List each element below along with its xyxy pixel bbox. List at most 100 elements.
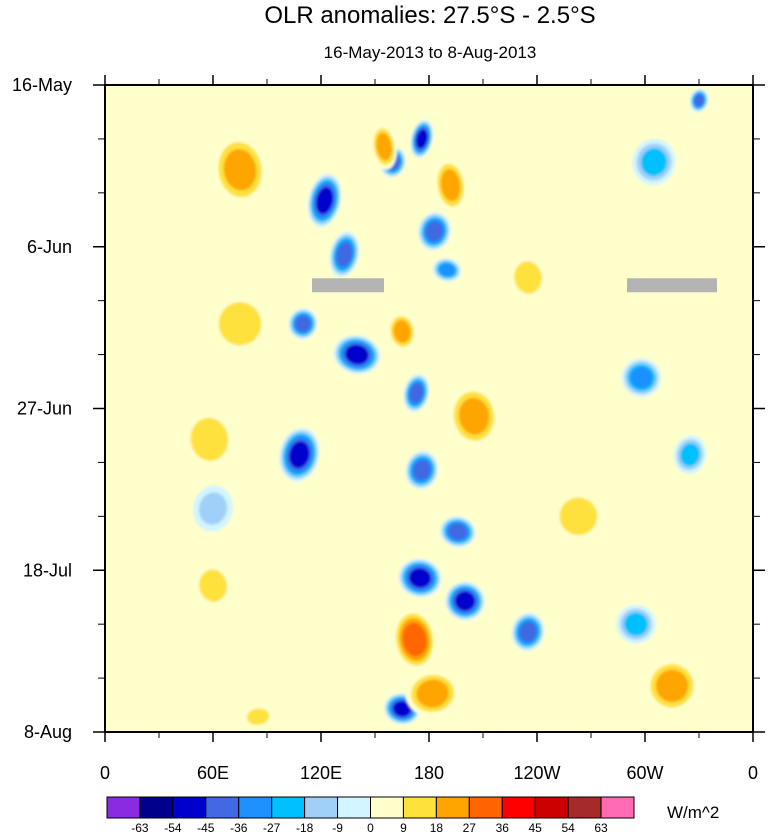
anomaly-feature-32 [193,562,233,609]
colorbar-swatch [402,796,437,819]
anomaly-band [393,701,411,717]
axis-ticks [93,75,765,742]
anomaly-feature-27 [387,312,417,351]
anomaly-band [416,679,449,708]
chart-title: OLR anomalies: 27.5°S - 2.5°S [264,2,595,29]
anomaly-feature-1 [329,231,360,278]
anomaly-feature-13 [445,581,485,621]
colorbar-swatch [238,796,273,819]
anomaly-feature-2 [410,119,434,158]
anomaly-feature-6 [333,335,381,375]
colorbar-label: 0 [367,821,374,834]
colorbar-swatch [271,796,306,819]
anomaly-feature-7 [288,308,318,340]
anomaly-feature-9 [279,427,320,482]
colorbar-swatch [600,796,635,819]
anomaly-band [624,612,648,636]
anomaly-feature-23 [371,123,397,170]
anomaly-band [458,397,490,435]
anomaly-feature-33 [551,489,606,544]
y-tick-label: 18-Jul [23,560,72,580]
anomaly-band [640,148,668,176]
anomaly-feature-30 [405,670,460,717]
x-tick-label: 0 [748,763,758,783]
y-tick-label: 6-Jun [27,237,72,257]
colorbar-label: -9 [332,821,343,834]
x-tick-label: 60E [197,763,229,783]
anomaly-band [448,523,468,540]
anomaly-band [694,94,704,107]
missing-data-bar [312,278,384,293]
colorbar-label: 9 [400,821,407,834]
anomaly-feature-34 [508,254,548,301]
y-tick-label: 8-Aug [24,722,72,742]
anomaly-feature-31 [645,658,699,713]
anomaly-feature-19 [673,435,707,474]
colorbar-swatch [139,796,174,819]
anomaly-feature-14 [511,612,545,652]
anomaly-feature-25 [209,292,271,355]
anomaly-band [402,622,427,657]
colorbar-swatch [435,796,470,819]
colorbar-label: 18 [430,821,444,834]
x-tick-label: 120E [300,763,342,783]
colorbar-label: -18 [296,821,314,834]
x-tick-label: 120W [513,763,560,783]
colorbar-label: 36 [496,821,510,834]
colorbar-label: -36 [230,821,248,834]
anomaly-field [182,88,709,729]
colorbar-swatch [501,796,536,819]
anomaly-band [393,319,411,344]
colorbar-label: 27 [463,821,477,834]
anomaly-band [345,344,369,365]
anomaly-band [295,315,311,332]
chart-subtitle: 16-May-2013 to 8-Aug-2013 [324,43,537,62]
anomaly-band [425,221,443,242]
x-axis-labels: 0 60E 120E 180 120W 60W 0 [100,763,758,783]
anomaly-band [655,669,689,702]
anomaly-feature-20 [193,485,233,532]
anomaly-feature-22 [212,135,268,205]
anomaly-band [416,129,428,149]
colorbar: -63 -54 -45 -36 -27 -18 -9 0 9 18 27 36 45 54 63 [106,796,635,834]
anomaly-feature-26 [448,385,500,447]
anomaly-feature-0 [307,173,342,228]
anomaly-feature-16 [621,358,662,398]
anomaly-band [680,443,700,467]
colorbar-label: -27 [263,821,281,834]
x-tick-label: 0 [100,763,110,783]
colorbar-swatch [106,796,141,819]
anomaly-band [559,497,598,536]
anomaly-feature-4 [418,212,451,251]
y-tick-label: 16-May [12,75,72,95]
missing-data-bar [627,278,717,293]
anomaly-band [519,621,537,642]
anomaly-band [440,169,461,202]
anomaly-feature-18 [616,604,656,644]
y-tick-label: 27-Jun [17,399,72,419]
anomaly-band [514,261,542,294]
anomaly-band [289,441,310,469]
anomaly-band [409,383,424,403]
colorbar-swatch [534,796,569,819]
anomaly-feature-12 [398,558,442,598]
anomaly-band [336,242,353,267]
colorbar-label: 45 [529,821,543,834]
colorbar-label: 54 [561,821,575,834]
anomaly-band [218,302,262,346]
colorbar-swatch [172,796,207,819]
x-tick-label: 60W [626,763,663,783]
missing-data-segments [312,278,717,293]
colorbar-swatch [567,796,602,819]
anomaly-band [198,492,228,525]
anomaly-band [409,568,431,588]
anomaly-band [316,187,334,214]
colorbar-label: -45 [197,821,215,834]
anomaly-feature-17 [632,138,676,186]
anomaly-band [376,132,392,161]
colorbar-label: 63 [594,821,608,834]
colorbar-label: -63 [131,821,149,834]
anomaly-band [439,263,455,277]
plot-area [93,75,765,742]
